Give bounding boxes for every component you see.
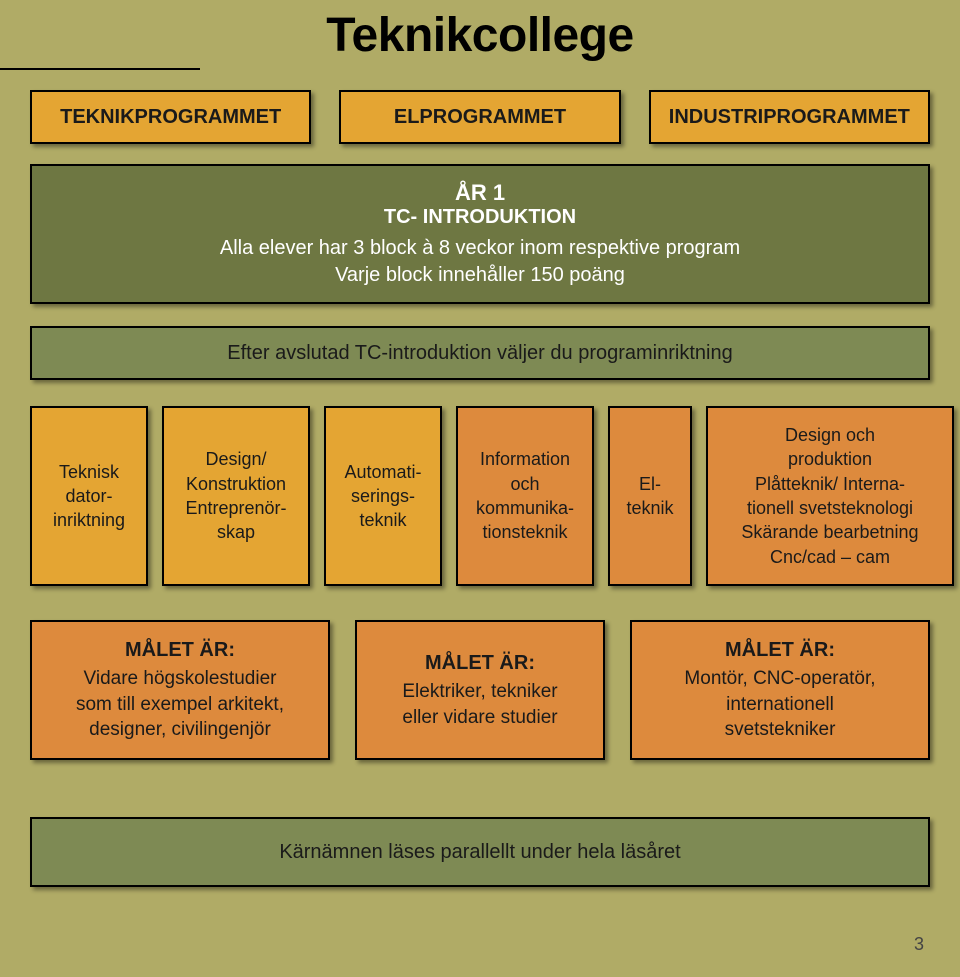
track-line: El-: [639, 472, 661, 496]
goal-title: MÅLET ÄR:: [125, 637, 235, 664]
track-line: Cnc/cad – cam: [770, 545, 890, 569]
goal-line: Elektriker, tekniker: [402, 679, 557, 705]
track-line: Skärande bearbetning: [741, 520, 918, 544]
goals-row: MÅLET ÄR:Vidare högskolestudiersom till …: [30, 620, 930, 760]
track-line: inriktning: [53, 508, 125, 532]
track-box-3: Informationochkommunika-tionsteknik: [456, 406, 594, 586]
track-line: Plåtteknik/ Interna-: [755, 472, 905, 496]
goal-line: som till exempel arkitekt,: [76, 692, 284, 718]
programs-row: TEKNIKPROGRAMMET ELPROGRAMMET INDUSTRIPR…: [30, 90, 930, 144]
track-line: dator-: [65, 484, 112, 508]
footer-text: Kärnämnen läses parallellt under hela lä…: [279, 841, 680, 864]
page-number: 3: [914, 934, 924, 955]
track-box-4: El-teknik: [608, 406, 692, 586]
diagram-canvas: Teknikcollege TEKNIKPROGRAMMET ELPROGRAM…: [0, 0, 960, 977]
program-industri: INDUSTRIPROGRAMMET: [649, 90, 930, 144]
footer-box: Kärnämnen läses parallellt under hela lä…: [30, 817, 930, 887]
track-box-1: Design/KonstruktionEntreprenör-skap: [162, 406, 310, 586]
program-label: TEKNIKPROGRAMMET: [60, 106, 281, 129]
track-line: Automati-: [344, 460, 421, 484]
goal-title: MÅLET ÄR:: [425, 650, 535, 677]
track-line: Konstruktion: [186, 472, 286, 496]
track-box-0: Tekniskdator-inriktning: [30, 406, 148, 586]
track-line: kommunika-: [476, 496, 574, 520]
track-line: Teknisk: [59, 460, 119, 484]
program-el: ELPROGRAMMET: [339, 90, 620, 144]
track-box-2: Automati-serings-teknik: [324, 406, 442, 586]
goal-box-1: MÅLET ÄR:Elektriker, teknikereller vidar…: [355, 620, 605, 760]
title-underline: [0, 68, 200, 70]
program-label: INDUSTRIPROGRAMMET: [669, 106, 910, 129]
program-teknik: TEKNIKPROGRAMMET: [30, 90, 311, 144]
track-line: produktion: [788, 447, 872, 471]
track-line: och: [510, 472, 539, 496]
tracks-row: Tekniskdator-inriktningDesign/Konstrukti…: [30, 406, 930, 586]
track-line: teknik: [626, 496, 673, 520]
goal-line: svetstekniker: [725, 717, 836, 743]
track-line: Design och: [785, 423, 875, 447]
track-line: teknik: [359, 508, 406, 532]
track-line: Design/: [205, 447, 266, 471]
track-line: tionsteknik: [482, 520, 567, 544]
goal-line: eller vidare studier: [402, 705, 557, 731]
track-box-5: Design ochproduktionPlåtteknik/ Interna-…: [706, 406, 954, 586]
goal-title: MÅLET ÄR:: [725, 637, 835, 664]
track-line: Entreprenör-: [185, 496, 286, 520]
goal-line: Montör, CNC-operatör,: [684, 666, 875, 692]
year1-line2: Varje block innehåller 150 poäng: [335, 262, 625, 289]
goal-box-2: MÅLET ÄR:Montör, CNC-operatör,internatio…: [630, 620, 930, 760]
year1-box: ÅR 1 TC- INTRODUKTION Alla elever har 3 …: [30, 164, 930, 304]
year1-subtitle: TC- INTRODUKTION: [384, 206, 576, 229]
goal-line: Vidare högskolestudier: [84, 666, 277, 692]
page-title: Teknikcollege: [0, 8, 960, 63]
after-text: Efter avslutad TC-introduktion väljer du…: [227, 342, 732, 365]
track-line: skap: [217, 520, 255, 544]
after-box: Efter avslutad TC-introduktion väljer du…: [30, 326, 930, 380]
year1-line1: Alla elever har 3 block à 8 veckor inom …: [220, 235, 740, 262]
goal-box-0: MÅLET ÄR:Vidare högskolestudiersom till …: [30, 620, 330, 760]
program-label: ELPROGRAMMET: [394, 106, 566, 129]
goal-line: internationell: [726, 692, 834, 718]
year1-title: ÅR 1: [455, 180, 505, 206]
goal-line: designer, civilingenjör: [89, 717, 271, 743]
track-line: tionell svetsteknologi: [747, 496, 913, 520]
track-line: serings-: [351, 484, 415, 508]
track-line: Information: [480, 447, 570, 471]
